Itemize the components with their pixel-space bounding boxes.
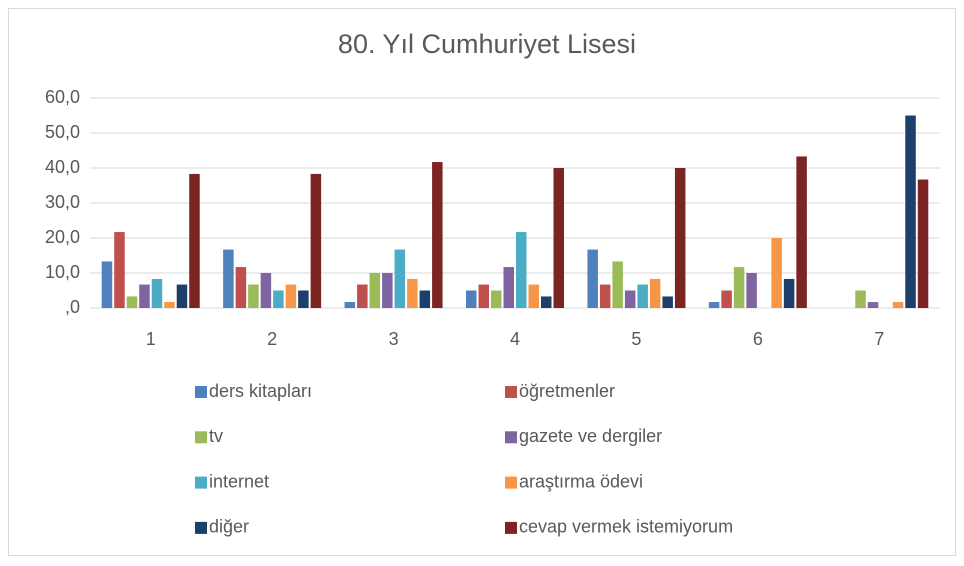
legend-label: tv: [209, 426, 223, 446]
bar: [235, 267, 247, 308]
bar: [298, 290, 309, 308]
bar: [528, 284, 539, 308]
legend-swatch: [505, 476, 517, 489]
bar: [796, 156, 807, 308]
legend-swatch: [505, 386, 517, 398]
bar: [419, 290, 431, 308]
bar: [503, 267, 514, 308]
bar: [624, 290, 636, 308]
bar: [541, 296, 552, 308]
x-tick-label: 3: [389, 329, 399, 349]
bar: [466, 290, 477, 308]
y-tick-label: 60,0: [45, 87, 80, 107]
legend-label: internet: [209, 471, 269, 491]
bar: [357, 284, 368, 308]
bar: [248, 284, 259, 308]
bar: [273, 290, 284, 308]
legend-label: ders kitapları: [209, 381, 312, 401]
bar: [733, 267, 745, 308]
chart-border: [8, 8, 956, 556]
legend-label: diğer: [209, 517, 249, 537]
y-tick-label: 50,0: [45, 122, 80, 142]
bar: [783, 278, 795, 308]
legend-swatch: [505, 521, 517, 534]
chart-title: 80. Yıl Cumhuriyet Lisesi: [338, 29, 636, 59]
bar: [491, 290, 502, 308]
bar: [746, 273, 757, 308]
bar: [892, 302, 904, 308]
bar: [855, 290, 866, 308]
bar: [612, 261, 623, 308]
legend-label: öğretmenler: [519, 381, 615, 401]
bar: [516, 232, 527, 308]
bar: [478, 284, 489, 308]
bar: [587, 249, 598, 308]
bar: [637, 284, 648, 308]
legend-swatch: [195, 521, 207, 534]
y-tick-label: 40,0: [45, 157, 80, 177]
bar: [260, 273, 272, 308]
legend-swatch: [195, 431, 207, 444]
bar: [369, 273, 381, 308]
y-tick-label: 20,0: [45, 227, 80, 247]
legend-swatch: [195, 386, 207, 398]
bar: [771, 238, 782, 308]
x-tick-label: 6: [753, 329, 763, 349]
bar: [407, 278, 418, 308]
bar: [721, 290, 732, 308]
bar: [176, 284, 188, 308]
y-tick-label: 30,0: [45, 192, 80, 212]
legend-label: araştırma ödevi: [519, 471, 643, 491]
bar: [662, 296, 673, 308]
bar: [553, 168, 564, 308]
legend-label: gazete ve dergiler: [519, 426, 662, 446]
legend-label: cevap vermek istemiyorum: [519, 517, 733, 537]
bar: [867, 302, 879, 308]
bar: [708, 302, 720, 308]
bar: [344, 302, 356, 308]
bar: [189, 173, 200, 308]
legend-swatch: [505, 431, 517, 444]
bar: [649, 278, 661, 308]
y-tick-label: 10,0: [45, 262, 80, 282]
x-tick-label: 2: [267, 329, 277, 349]
bar: [310, 173, 322, 308]
bar: [674, 168, 686, 308]
bar: [905, 115, 916, 308]
legend-swatch: [195, 476, 207, 489]
x-tick-label: 4: [510, 329, 520, 349]
bar: [394, 249, 406, 308]
bar: [432, 162, 443, 308]
x-tick-label: 1: [146, 329, 156, 349]
bar: [114, 232, 125, 308]
y-tick-label: ,0: [65, 297, 80, 317]
x-tick-label: 5: [631, 329, 641, 349]
bar: [101, 261, 113, 308]
x-tick-label: 7: [874, 329, 884, 349]
bar: [917, 179, 929, 308]
bar: [151, 278, 163, 308]
bar: [285, 284, 297, 308]
bar: [599, 284, 611, 308]
bar: [223, 249, 234, 308]
bar: [382, 273, 393, 308]
bar: [164, 302, 175, 308]
bar: [126, 296, 138, 308]
bar: [139, 284, 150, 308]
